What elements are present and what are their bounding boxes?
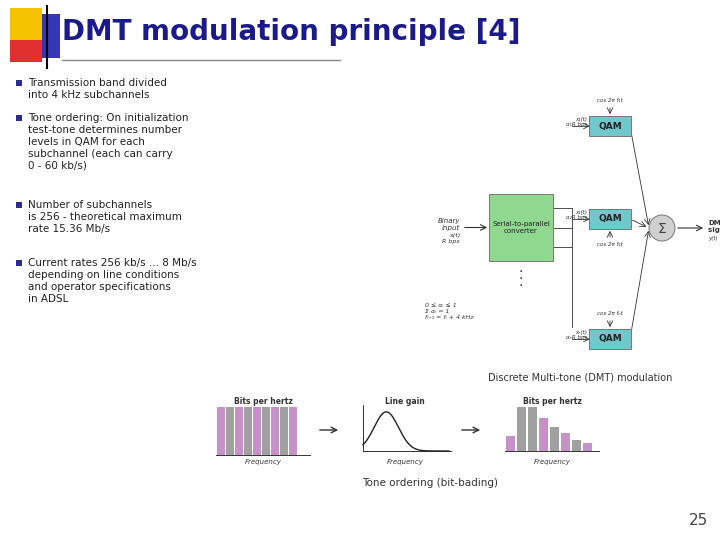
Text: is 256 - theoretical maximum: is 256 - theoretical maximum <box>28 212 182 222</box>
Text: Serial-to-parallel
converter: Serial-to-parallel converter <box>492 221 550 234</box>
Text: 0 - 60 kb/s): 0 - 60 kb/s) <box>28 161 87 171</box>
Text: Frequency: Frequency <box>245 459 282 465</box>
Text: QAM: QAM <box>598 214 622 224</box>
Text: Σ: Σ <box>657 222 667 236</box>
Circle shape <box>649 215 675 241</box>
Text: Bits per hertz: Bits per hertz <box>233 397 292 406</box>
Text: test-tone determines number: test-tone determines number <box>28 125 182 135</box>
FancyBboxPatch shape <box>489 194 553 261</box>
FancyBboxPatch shape <box>506 436 515 451</box>
FancyBboxPatch shape <box>16 260 22 266</box>
Text: cos 2π f₁t: cos 2π f₁t <box>597 98 623 103</box>
FancyBboxPatch shape <box>10 8 42 40</box>
Text: Transmission band divided: Transmission band divided <box>28 78 167 88</box>
Text: 0 ≤ αᵢ ≤ 1
Σ αᵢ = 1
fᵢ₊₁ = fᵢ + 4 kHz: 0 ≤ αᵢ ≤ 1 Σ αᵢ = 1 fᵢ₊₁ = fᵢ + 4 kHz <box>425 303 474 320</box>
Text: x₁(t)
α₁R bps: x₁(t) α₁R bps <box>566 117 587 127</box>
FancyBboxPatch shape <box>271 407 279 455</box>
Text: ·: · <box>519 272 523 286</box>
Text: Frequency: Frequency <box>534 459 570 465</box>
Text: Tone ordering: On initialization: Tone ordering: On initialization <box>28 113 189 123</box>
FancyBboxPatch shape <box>539 418 548 451</box>
Text: levels in QAM for each: levels in QAM for each <box>28 137 145 147</box>
Text: Tone ordering (bit-bading): Tone ordering (bit-bading) <box>362 478 498 488</box>
FancyBboxPatch shape <box>583 443 592 451</box>
Text: Binary
input: Binary input <box>438 218 460 231</box>
FancyBboxPatch shape <box>517 407 526 451</box>
Text: xₙ(t)
αₙR bps: xₙ(t) αₙR bps <box>566 329 587 340</box>
Text: depending on line conditions: depending on line conditions <box>28 270 179 280</box>
FancyBboxPatch shape <box>589 209 631 229</box>
Text: DMT modulation principle [4]: DMT modulation principle [4] <box>62 18 521 46</box>
FancyBboxPatch shape <box>235 407 243 455</box>
FancyBboxPatch shape <box>550 427 559 451</box>
FancyBboxPatch shape <box>253 407 261 455</box>
Text: in ADSL: in ADSL <box>28 294 68 304</box>
FancyBboxPatch shape <box>589 116 631 136</box>
Text: Bits per hertz: Bits per hertz <box>523 397 582 406</box>
Text: Current rates 256 kb/s ... 8 Mb/s: Current rates 256 kb/s ... 8 Mb/s <box>28 258 197 268</box>
Text: x(t)
R bps: x(t) R bps <box>442 233 460 244</box>
Text: ·: · <box>519 279 523 293</box>
Text: QAM: QAM <box>598 122 622 131</box>
Text: and operator specifications: and operator specifications <box>28 282 171 292</box>
FancyBboxPatch shape <box>244 407 252 455</box>
Text: Number of subchannels: Number of subchannels <box>28 200 152 210</box>
Text: y(t): y(t) <box>708 236 718 241</box>
FancyBboxPatch shape <box>16 80 22 86</box>
Text: 25: 25 <box>689 513 708 528</box>
Text: DMT
signal out: DMT signal out <box>708 220 720 233</box>
Text: rate 15.36 Mb/s: rate 15.36 Mb/s <box>28 224 110 234</box>
FancyBboxPatch shape <box>217 407 225 455</box>
FancyBboxPatch shape <box>572 440 581 451</box>
FancyBboxPatch shape <box>280 407 288 455</box>
FancyBboxPatch shape <box>16 115 22 121</box>
Text: Discrete Multi-tone (DMT) modulation: Discrete Multi-tone (DMT) modulation <box>488 372 672 382</box>
Text: Line gain: Line gain <box>385 397 425 406</box>
Text: cos 2π f₂t: cos 2π f₂t <box>597 242 623 247</box>
Text: QAM: QAM <box>598 334 622 343</box>
Text: Frequency: Frequency <box>387 459 423 465</box>
Text: ·: · <box>519 265 523 279</box>
Text: cos 2π fₙt: cos 2π fₙt <box>597 311 623 316</box>
FancyBboxPatch shape <box>589 329 631 349</box>
FancyBboxPatch shape <box>226 407 234 455</box>
FancyBboxPatch shape <box>10 30 42 62</box>
FancyBboxPatch shape <box>28 14 60 58</box>
FancyBboxPatch shape <box>16 202 22 208</box>
FancyBboxPatch shape <box>528 407 537 451</box>
Text: x₂(t)
α₂R bps: x₂(t) α₂R bps <box>566 210 587 220</box>
FancyBboxPatch shape <box>289 407 297 455</box>
FancyBboxPatch shape <box>561 434 570 451</box>
FancyBboxPatch shape <box>262 407 270 455</box>
Text: into 4 kHz subchannels: into 4 kHz subchannels <box>28 90 150 100</box>
Text: subchannel (each can carry: subchannel (each can carry <box>28 149 173 159</box>
